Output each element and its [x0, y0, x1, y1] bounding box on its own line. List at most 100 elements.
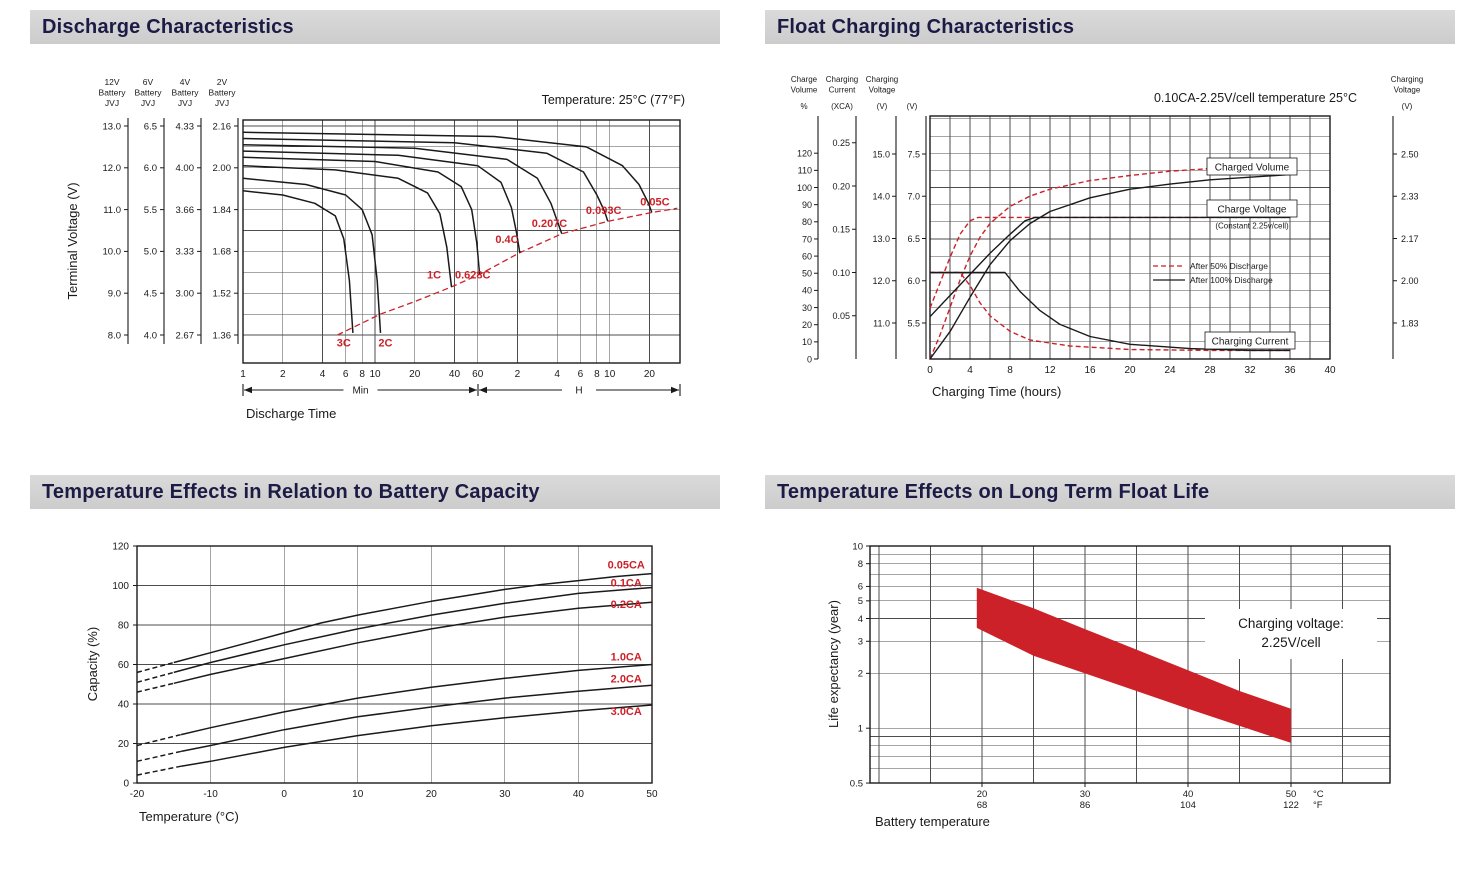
y-tick-label: 0.15	[832, 225, 850, 235]
left-axis-1: 0.25 0.20 0.15 0.10 0.05 Charging Current (XCA)	[826, 75, 858, 359]
cutoff-voltage-curve	[337, 207, 678, 336]
x-tick-label: -20	[130, 789, 145, 800]
y-tick-label: 60	[118, 660, 130, 671]
y-tick-label: 6	[858, 582, 863, 593]
axis-header: Charging	[1391, 75, 1423, 84]
x-tick-label: 10	[604, 369, 616, 380]
y-tick-label: 50	[802, 269, 812, 279]
x-tick-label: 6	[343, 369, 349, 380]
axis-header: JVJ	[105, 98, 119, 108]
discharge-curve-0.207C	[242, 144, 563, 235]
x-tick-label: 4	[967, 365, 973, 376]
y-tick-label: 12.0	[872, 276, 890, 286]
x-tick-label: -10	[203, 789, 218, 800]
y-tick-label: 70	[802, 234, 812, 244]
y-tick-label: 7.5	[907, 149, 920, 159]
axis-unit: (V)	[907, 102, 918, 111]
section-title-temp-capacity: Temperature Effects in Relation to Batte…	[42, 480, 540, 503]
curve-label: Charging Current	[1212, 337, 1289, 348]
axis-unit: %	[800, 102, 807, 111]
curve-3.0CA-dashed	[136, 765, 182, 776]
curve-2.0CA-dashed	[136, 750, 182, 763]
capacity-plot: 0.05CA 0.1CA 0.2CA 1.0CA 2.0CA 3.0CA -20 -10 0 10…	[85, 541, 658, 824]
y-tick-label: 0.05	[832, 311, 850, 321]
y-tick-label: 14.0	[872, 192, 890, 202]
x-tick-label: 20	[644, 369, 656, 380]
curve-label-0.2CA: 0.2CA	[611, 599, 642, 611]
y-tick-label: 80	[118, 620, 130, 631]
x-tick-label-c: 30	[1080, 789, 1091, 800]
curve-0.05CA-dashed	[136, 661, 174, 674]
grid	[929, 116, 1331, 360]
axis-header: Battery	[209, 88, 237, 98]
axis-header: 4V	[180, 77, 191, 87]
axis-header: JVJ	[215, 98, 229, 108]
y-axis-title: Capacity (%)	[85, 627, 100, 701]
discharge-curve-0.093C	[242, 137, 609, 222]
curve-label-1.0CA: 1.0CA	[611, 652, 642, 664]
y-tick-label: 0	[807, 354, 812, 364]
axis-unit: (V)	[1402, 102, 1413, 111]
legend-label: After 100% Discharge	[1190, 275, 1273, 285]
y-tick-label: 2.16	[213, 121, 232, 132]
x-tick-label-c: 50	[1286, 789, 1297, 800]
curve-label-box	[1204, 331, 1296, 350]
curve-charge-voltage-100	[929, 216, 1290, 318]
curve-0.2CA-dashed	[136, 682, 174, 693]
y-tick-label: 2.00	[1401, 276, 1419, 286]
x-tick-label: 24	[1164, 365, 1176, 376]
axis-header: 6V	[143, 77, 154, 87]
x-tick-label: 2	[515, 369, 521, 380]
y-tick-label: 5	[858, 596, 863, 607]
y-tick-label: 100	[112, 581, 129, 592]
y-tick-label: 100	[797, 183, 812, 193]
temperature-capacity-chart: 0.05CA 0.1CA 0.2CA 1.0CA 2.0CA 3.0CA -20 -10 0 10…	[85, 541, 658, 824]
x-tick-label: 50	[646, 789, 658, 800]
y-tick-label: 0.5	[850, 778, 863, 789]
axis-header: 2V	[217, 77, 228, 87]
discharge-curve-3C	[242, 190, 354, 333]
y-tick-label: 8	[858, 559, 863, 570]
time-unit-label: H	[575, 386, 582, 397]
right-axis: 2.50 2.33 2.17 2.00 1.83 Charging Voltage (V)	[1391, 75, 1423, 359]
discharge-curve-0.05C	[242, 131, 653, 213]
unit-fahrenheit: °F	[1313, 800, 1323, 811]
y-tick-label: 80	[802, 217, 812, 227]
section-title-temp-float-life: Temperature Effects on Long Term Float L…	[777, 480, 1210, 503]
curve-label-0.4C: 0.4C	[495, 234, 518, 246]
section-title-discharge: Discharge Characteristics	[42, 15, 294, 38]
y-tick-label: 6.5	[907, 234, 920, 244]
y-tick-label: 1.36	[213, 330, 232, 341]
curve-1.0CA-dashed	[136, 733, 182, 747]
y-tick-label: 4.33	[176, 121, 195, 132]
y-tick-label: 11.0	[103, 205, 121, 216]
y-tick-label: 10.0	[103, 247, 122, 258]
axis-unit: (V)	[877, 102, 888, 111]
section-header-float-charging: Float Charging Characteristics	[765, 10, 1455, 44]
left-axis-0: 1201101009080706050403020100ChargeVolume…	[791, 75, 819, 364]
curve-0.2CA	[173, 601, 653, 685]
x-tick-label-f: 86	[1080, 800, 1091, 811]
y-tick-label: 2.67	[176, 330, 195, 341]
time-unit-label: Min	[352, 386, 368, 397]
axis-header: Charging	[826, 75, 858, 84]
x-tick-label: 32	[1244, 365, 1256, 376]
y-tick-label: 0	[123, 778, 129, 789]
y-tick-label: 2	[858, 669, 863, 680]
y-tick-label: 13.0	[103, 121, 122, 132]
x-tick-label: 20	[1124, 365, 1136, 376]
axis-header: Battery	[172, 88, 200, 98]
temperature-annotation: Temperature: 25°C (77°F)	[542, 93, 685, 107]
y-tick-label: 30	[802, 303, 812, 313]
axis-header: Charge	[791, 75, 818, 84]
y-tick-label: 4.0	[144, 330, 157, 341]
section-header-discharge: Discharge Characteristics	[30, 10, 720, 44]
x-tick-label: 8	[1007, 365, 1013, 376]
temperature-float-life-chart: Charging voltage:2.25V/cell1086543210.52…	[826, 541, 1391, 829]
x-tick-label: 40	[1324, 365, 1336, 376]
panel-temp-capacity: Temperature Effects in Relation to Batte…	[30, 475, 720, 871]
